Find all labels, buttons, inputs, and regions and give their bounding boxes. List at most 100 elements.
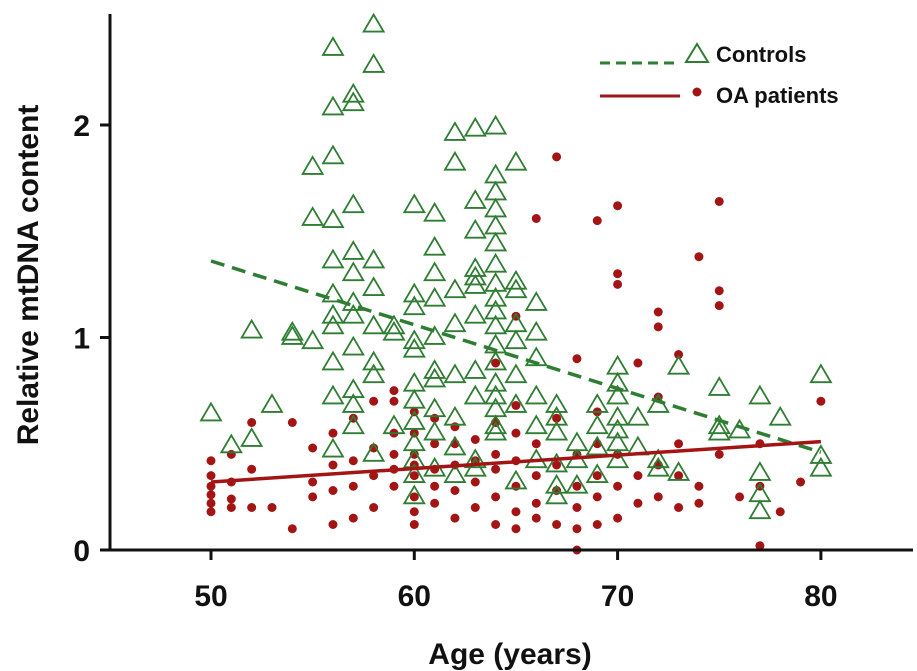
oa-point-19 — [328, 520, 338, 529]
controls-point-121 — [545, 393, 569, 413]
oa-point-4 — [206, 471, 216, 481]
oa-point-3 — [206, 481, 216, 491]
oa-point-70 — [511, 401, 521, 410]
oa-point-12 — [247, 418, 257, 427]
oa-point-20 — [328, 486, 338, 495]
legend-controls-marker — [684, 42, 710, 63]
controls-point-93 — [484, 286, 508, 307]
trend-lines — [210, 259, 822, 484]
controls-point-56 — [423, 420, 447, 441]
oa-point-16 — [308, 492, 318, 502]
oa-point-42 — [409, 449, 419, 459]
oa-point-62 — [491, 449, 501, 459]
controls-point-3 — [240, 318, 264, 339]
x-tick-label-60: 60 — [398, 580, 431, 613]
controls-point-145 — [707, 376, 731, 396]
controls-point-1 — [219, 433, 243, 454]
controls-point-119 — [545, 420, 569, 441]
controls-point-102 — [504, 469, 528, 490]
oa-point-90 — [592, 471, 602, 481]
oa-point-30 — [369, 396, 379, 406]
controls-point-20 — [321, 437, 345, 458]
oa-point-114 — [694, 252, 704, 262]
oa-point-38 — [409, 507, 419, 517]
controls-point-63 — [423, 235, 447, 256]
controls-point-40 — [382, 414, 406, 435]
controls-point-132 — [606, 405, 630, 426]
oa-point-14 — [287, 524, 297, 534]
controls-point-147 — [748, 499, 772, 520]
oa-point-100 — [633, 498, 643, 508]
oa-point-46 — [430, 481, 440, 491]
controls-point-65 — [443, 463, 467, 483]
oa-point-108 — [674, 503, 684, 512]
oa-point-13 — [267, 503, 277, 512]
controls-point-17 — [321, 144, 345, 165]
x-tick-label-80: 80 — [804, 580, 837, 613]
oa-point-112 — [694, 498, 704, 508]
controls-point-86 — [484, 397, 508, 418]
controls-point-128 — [585, 393, 609, 413]
oa-point-116 — [714, 301, 724, 311]
controls-point-154 — [809, 363, 833, 384]
controls-point-134 — [606, 371, 630, 392]
oa-point-48 — [430, 439, 440, 449]
oa-point-29 — [369, 443, 379, 453]
legend-oa-marker — [692, 87, 702, 97]
oa-point-74 — [531, 471, 541, 481]
controls-point-135 — [606, 354, 630, 375]
controls-point-151 — [768, 405, 792, 426]
controls-point-54 — [402, 193, 426, 214]
controls-point-127 — [585, 414, 609, 435]
controls-point-118 — [545, 452, 569, 473]
controls-point-141 — [667, 461, 691, 481]
controls-point-103 — [504, 393, 528, 413]
oa-point-77 — [552, 520, 562, 529]
controls-point-37 — [362, 248, 386, 269]
controls-point-5 — [280, 320, 304, 341]
x-tick-label-70: 70 — [601, 580, 634, 613]
controls-point-104 — [504, 363, 528, 384]
oa-point-115 — [714, 449, 724, 459]
controls-point-0 — [199, 401, 223, 422]
controls-point-139 — [646, 448, 670, 469]
controls-point-108 — [504, 269, 528, 290]
controls-point-111 — [524, 414, 548, 435]
legend-controls-label: Controls — [716, 42, 806, 67]
controls-point-13 — [321, 303, 345, 324]
oa-point-118 — [714, 197, 724, 206]
controls-point-16 — [321, 208, 345, 228]
controls-point-117 — [545, 473, 569, 494]
oa-point-76 — [531, 214, 541, 223]
oa-point-60 — [491, 492, 501, 502]
oa-trend-line — [210, 439, 822, 484]
oa-point-81 — [552, 152, 562, 162]
oa-point-83 — [572, 524, 582, 534]
oa-point-110 — [674, 439, 684, 449]
controls-point-35 — [362, 314, 386, 335]
controls-point-137 — [626, 405, 650, 426]
oa-point-37 — [409, 520, 419, 529]
oa-point-50 — [450, 513, 460, 523]
controls-point-10 — [321, 384, 345, 405]
controls-point-77 — [463, 303, 487, 324]
oa-point-28 — [369, 471, 379, 481]
oa-point-9 — [226, 449, 236, 459]
controls-point-101 — [484, 114, 508, 135]
controls-point-44 — [402, 463, 426, 483]
controls-point-148 — [748, 482, 772, 503]
controls-point-57 — [423, 397, 447, 418]
oa-point-120 — [755, 541, 765, 551]
oa-point-51 — [450, 486, 460, 495]
oa-point-66 — [511, 507, 521, 517]
controls-point-18 — [321, 95, 345, 116]
controls-point-88 — [484, 371, 508, 392]
oa-point-2 — [206, 490, 216, 500]
controls-point-15 — [321, 248, 345, 269]
controls-point-9 — [301, 155, 325, 175]
oa-point-31 — [389, 481, 399, 491]
controls-point-129 — [606, 448, 630, 469]
oa-point-123 — [775, 507, 785, 517]
controls-point-114 — [524, 320, 548, 341]
